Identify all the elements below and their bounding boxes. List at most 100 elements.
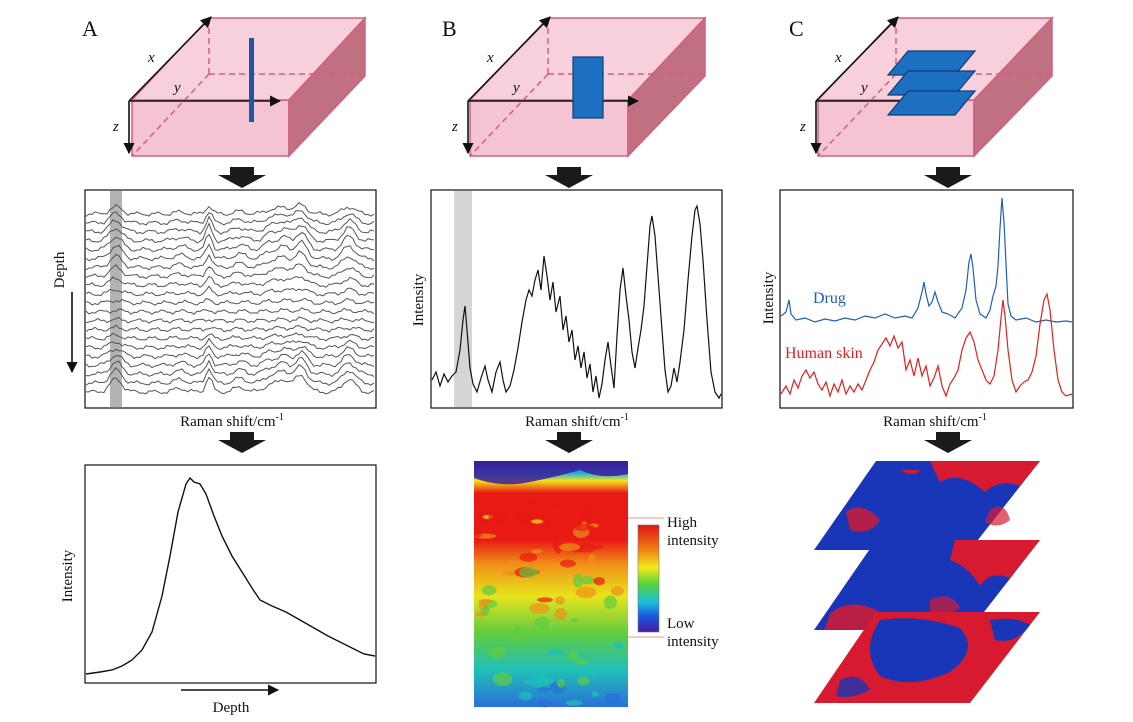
panel-c-arrow-1 bbox=[924, 167, 972, 188]
depth-spectrum-trace bbox=[85, 324, 375, 333]
map-texture-blob bbox=[547, 648, 563, 657]
panel-b-plane-probe bbox=[572, 56, 604, 119]
map-texture-blob bbox=[531, 549, 543, 554]
map-texture-blob bbox=[611, 586, 624, 596]
map-texture-blob bbox=[578, 505, 594, 519]
map-texture-blob bbox=[537, 687, 551, 692]
panel-a-line-probe bbox=[249, 38, 254, 122]
panel-a-arrow-1 bbox=[218, 167, 266, 188]
panel-b-highlight-band bbox=[454, 191, 472, 407]
map-texture-blob bbox=[603, 595, 617, 610]
depth-spectrum-trace bbox=[85, 250, 375, 271]
panel-b-axis-z: z bbox=[451, 119, 458, 135]
map-texture-blob bbox=[577, 671, 598, 677]
panel-b: B x y z Intensity Raman shift/cm-1 bbox=[411, 16, 723, 708]
map-texture-blob bbox=[556, 678, 566, 688]
map-texture-blob bbox=[523, 679, 534, 685]
depth-spectrum-trace bbox=[85, 307, 375, 316]
depth-spectrum-trace bbox=[85, 345, 375, 360]
map-texture-blob bbox=[530, 675, 548, 688]
map-texture-blob bbox=[559, 543, 581, 551]
panel-a-axis-x: x bbox=[147, 50, 155, 66]
map-texture-blob bbox=[508, 633, 530, 642]
panel-a-profile-xlabel: Depth bbox=[213, 700, 250, 716]
map-texture-blob bbox=[570, 618, 579, 623]
panel-b-colorbar-low: Low intensity bbox=[667, 616, 719, 650]
panel-b-colorbar bbox=[628, 517, 664, 638]
panel-c-series-drug: Drug bbox=[813, 290, 846, 307]
map-texture-blob bbox=[596, 544, 603, 550]
panel-a-axis-z: z bbox=[112, 119, 119, 135]
map-texture-blob bbox=[575, 542, 597, 553]
panel-c: C x y z Drug Human skin Intensity R bbox=[761, 16, 1074, 703]
depth-spectrum-trace bbox=[86, 374, 375, 395]
map-texture-blob bbox=[536, 698, 553, 708]
panel-c-map-mid bbox=[814, 540, 1040, 630]
map-texture-blob bbox=[519, 567, 539, 578]
depth-spectrum-trace bbox=[85, 231, 375, 252]
map-texture-blob bbox=[612, 641, 625, 649]
panel-c-axis-z: z bbox=[799, 119, 806, 135]
map-texture-blob bbox=[488, 646, 507, 659]
map-texture-blob bbox=[518, 691, 533, 700]
map-texture-blob bbox=[536, 597, 553, 603]
panel-c-spectra-ylabel: Intensity bbox=[761, 271, 777, 324]
map-texture-blob bbox=[481, 585, 497, 596]
map-texture-blob bbox=[529, 603, 550, 614]
panel-b-label: B bbox=[442, 16, 457, 41]
depth-spectrum-trace bbox=[85, 316, 375, 324]
panel-c-map-top bbox=[814, 461, 1040, 550]
panel-c-label: C bbox=[789, 16, 804, 41]
map-texture-blob bbox=[554, 608, 567, 621]
depth-spectrum-trace bbox=[85, 332, 375, 342]
map-texture-blob bbox=[577, 676, 590, 686]
panel-a-spectra-frame bbox=[84, 189, 377, 409]
panel-b-colorbar-high: High intensity bbox=[667, 515, 719, 549]
depth-spectrum-trace bbox=[85, 275, 375, 289]
panel-a: A x y z Raman shift/cm-1 Depth bbox=[52, 16, 377, 716]
map-texture-blob bbox=[575, 586, 597, 599]
map-texture-blob bbox=[519, 552, 538, 562]
panel-c-arrow-2 bbox=[924, 432, 972, 453]
panel-b-axis-y: y bbox=[511, 80, 520, 96]
depth-spectrum-trace bbox=[85, 285, 375, 297]
map-texture-blob bbox=[551, 534, 559, 548]
map-texture-blob bbox=[573, 524, 595, 531]
panel-a-spectra-xlabel: Raman shift/cm-1 bbox=[180, 412, 284, 430]
panel-c-axis-x: x bbox=[834, 50, 842, 66]
map-texture-blob bbox=[573, 659, 589, 665]
map-texture-blob bbox=[565, 700, 583, 706]
map-texture-blob bbox=[580, 576, 595, 585]
panel-a-skin-block bbox=[130, 16, 367, 158]
depth-spectrum-trace bbox=[85, 356, 375, 378]
panel-a-axis-y: y bbox=[172, 80, 181, 96]
map-texture-blob bbox=[524, 499, 537, 504]
panel-a-label: A bbox=[82, 16, 98, 41]
panel-c-stacked-planes bbox=[886, 50, 977, 116]
depth-spectrum-trace bbox=[85, 239, 375, 262]
map-texture-blob bbox=[544, 516, 551, 529]
map-texture-blob bbox=[588, 553, 596, 563]
map-texture-blob bbox=[554, 596, 565, 605]
map-texture-blob bbox=[492, 672, 513, 687]
map-texture-blob bbox=[514, 511, 531, 525]
map-texture-blob bbox=[559, 559, 576, 568]
panel-c-map-bottom bbox=[814, 612, 1040, 703]
map-texture-blob bbox=[488, 512, 510, 524]
panel-b-intensity-map bbox=[474, 461, 628, 708]
panel-a-profile-ylabel: Intensity bbox=[60, 549, 76, 602]
map-texture-blob bbox=[513, 624, 521, 638]
panel-c-spectra-xlabel: Raman shift/cm-1 bbox=[883, 412, 987, 430]
map-texture-blob bbox=[505, 560, 521, 567]
panel-b-spectrum-line bbox=[431, 204, 722, 400]
map-texture-blob bbox=[481, 606, 491, 616]
panel-a-axes bbox=[123, 16, 282, 155]
panel-c-series-skin: Human skin bbox=[785, 345, 863, 362]
panel-b-axis-x: x bbox=[486, 50, 494, 66]
depth-spectrum-trace bbox=[85, 222, 375, 244]
map-texture-blob bbox=[474, 529, 482, 538]
depth-spectrum-trace bbox=[85, 364, 375, 387]
panel-a-depth-spectra bbox=[85, 201, 375, 395]
map-texture-blob bbox=[534, 616, 550, 630]
